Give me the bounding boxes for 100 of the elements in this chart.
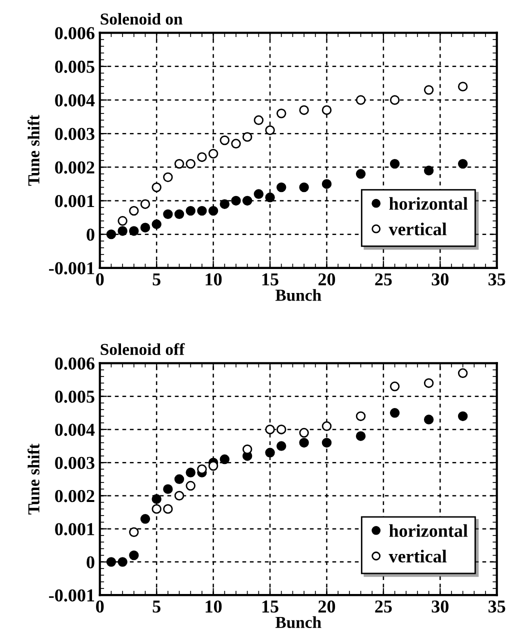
- point: [152, 494, 162, 504]
- y-tick-label: 0.003: [55, 456, 94, 470]
- point: [265, 125, 275, 136]
- point: [129, 206, 139, 216]
- point: [174, 209, 184, 220]
- point: [356, 169, 366, 179]
- x-tick-label: 0: [96, 600, 104, 613]
- point: [458, 158, 468, 169]
- y-tick-label: -0.001: [49, 589, 94, 602]
- point: [231, 196, 241, 206]
- point: [390, 95, 400, 105]
- point: [242, 196, 252, 206]
- point: [424, 85, 434, 95]
- legend-label: vertical: [388, 550, 447, 562]
- point: [424, 378, 434, 388]
- point: [106, 557, 116, 567]
- point: [390, 158, 400, 169]
- point: [129, 226, 139, 236]
- point: [322, 105, 332, 115]
- y-tick-label: 0.006: [55, 27, 94, 40]
- point: [140, 199, 150, 209]
- point: [197, 152, 207, 162]
- point: [174, 474, 184, 484]
- y-tick-label: 0.005: [55, 60, 94, 73]
- legend-label: vertical: [388, 222, 447, 236]
- point: [254, 189, 264, 199]
- point: [458, 368, 468, 378]
- legend-label: horizontal: [389, 524, 468, 537]
- y-tick-label: 0: [86, 228, 94, 241]
- point: [276, 182, 286, 192]
- point: [265, 424, 275, 434]
- y-tick-label: 0.002: [55, 161, 94, 174]
- point: [356, 95, 366, 105]
- point: [265, 448, 275, 458]
- legend-label: horizontal: [389, 197, 468, 210]
- point: [276, 108, 286, 118]
- y-tick-label: 0.004: [55, 424, 95, 436]
- point: [118, 226, 128, 236]
- point: [163, 172, 173, 182]
- point: [356, 411, 366, 422]
- point: [186, 468, 196, 478]
- x-tick-label: 35: [488, 273, 506, 286]
- x-axis-title: Bunch: [275, 289, 322, 301]
- point: [197, 206, 207, 216]
- point: [220, 454, 230, 464]
- point: [220, 135, 230, 146]
- point: [242, 132, 252, 142]
- y-tick-label: 0.003: [55, 128, 94, 140]
- point: [140, 514, 150, 524]
- x-tick-label: 30: [432, 600, 448, 613]
- y-tick-label: 0.004: [55, 94, 95, 107]
- point: [174, 158, 184, 169]
- point: [163, 209, 173, 220]
- y-tick-label: 0.006: [55, 357, 94, 370]
- x-tick-label: 10: [206, 273, 222, 286]
- point: [106, 229, 116, 240]
- chart-title: Solenoid off: [100, 343, 185, 356]
- point: [299, 105, 309, 115]
- x-tick-label: 5: [152, 273, 160, 286]
- point: [231, 138, 241, 149]
- point: [322, 438, 332, 448]
- point: [163, 484, 173, 494]
- point: [322, 421, 332, 432]
- y-tick-label: 0: [86, 556, 94, 568]
- point: [118, 557, 128, 567]
- point: [186, 480, 196, 491]
- point: [208, 206, 218, 216]
- point: [208, 148, 218, 159]
- point: [424, 166, 434, 176]
- point: [299, 428, 309, 438]
- x-tick-label: 0: [96, 273, 104, 286]
- x-tick-label: 10: [206, 600, 222, 613]
- x-tick-label: 20: [318, 273, 336, 286]
- x-tick-label: 30: [432, 273, 448, 286]
- point: [299, 182, 309, 192]
- point: [163, 504, 173, 514]
- point: [186, 206, 196, 216]
- x-tick-label: 15: [262, 600, 278, 613]
- point: [208, 461, 218, 471]
- point: [390, 382, 400, 392]
- point: [390, 408, 400, 418]
- point: [424, 414, 434, 424]
- y-tick-label: 0.005: [55, 390, 94, 403]
- x-tick-label: 25: [375, 600, 392, 613]
- point: [458, 411, 468, 422]
- y-tick-label: -0.001: [49, 262, 94, 274]
- x-tick-label: 15: [262, 273, 278, 286]
- point: [129, 527, 139, 537]
- x-tick-label: 35: [488, 600, 506, 613]
- y-axis-title: Tune shift: [28, 114, 40, 186]
- point: [299, 438, 309, 448]
- point: [186, 158, 196, 169]
- point: [118, 216, 128, 226]
- x-tick-label: 20: [318, 600, 336, 613]
- point: [152, 504, 162, 514]
- point: [276, 424, 286, 434]
- x-tick-label: 25: [375, 273, 392, 286]
- y-tick-label: 0.001: [55, 523, 94, 536]
- y-tick-label: 0.002: [55, 490, 94, 502]
- point: [220, 199, 230, 209]
